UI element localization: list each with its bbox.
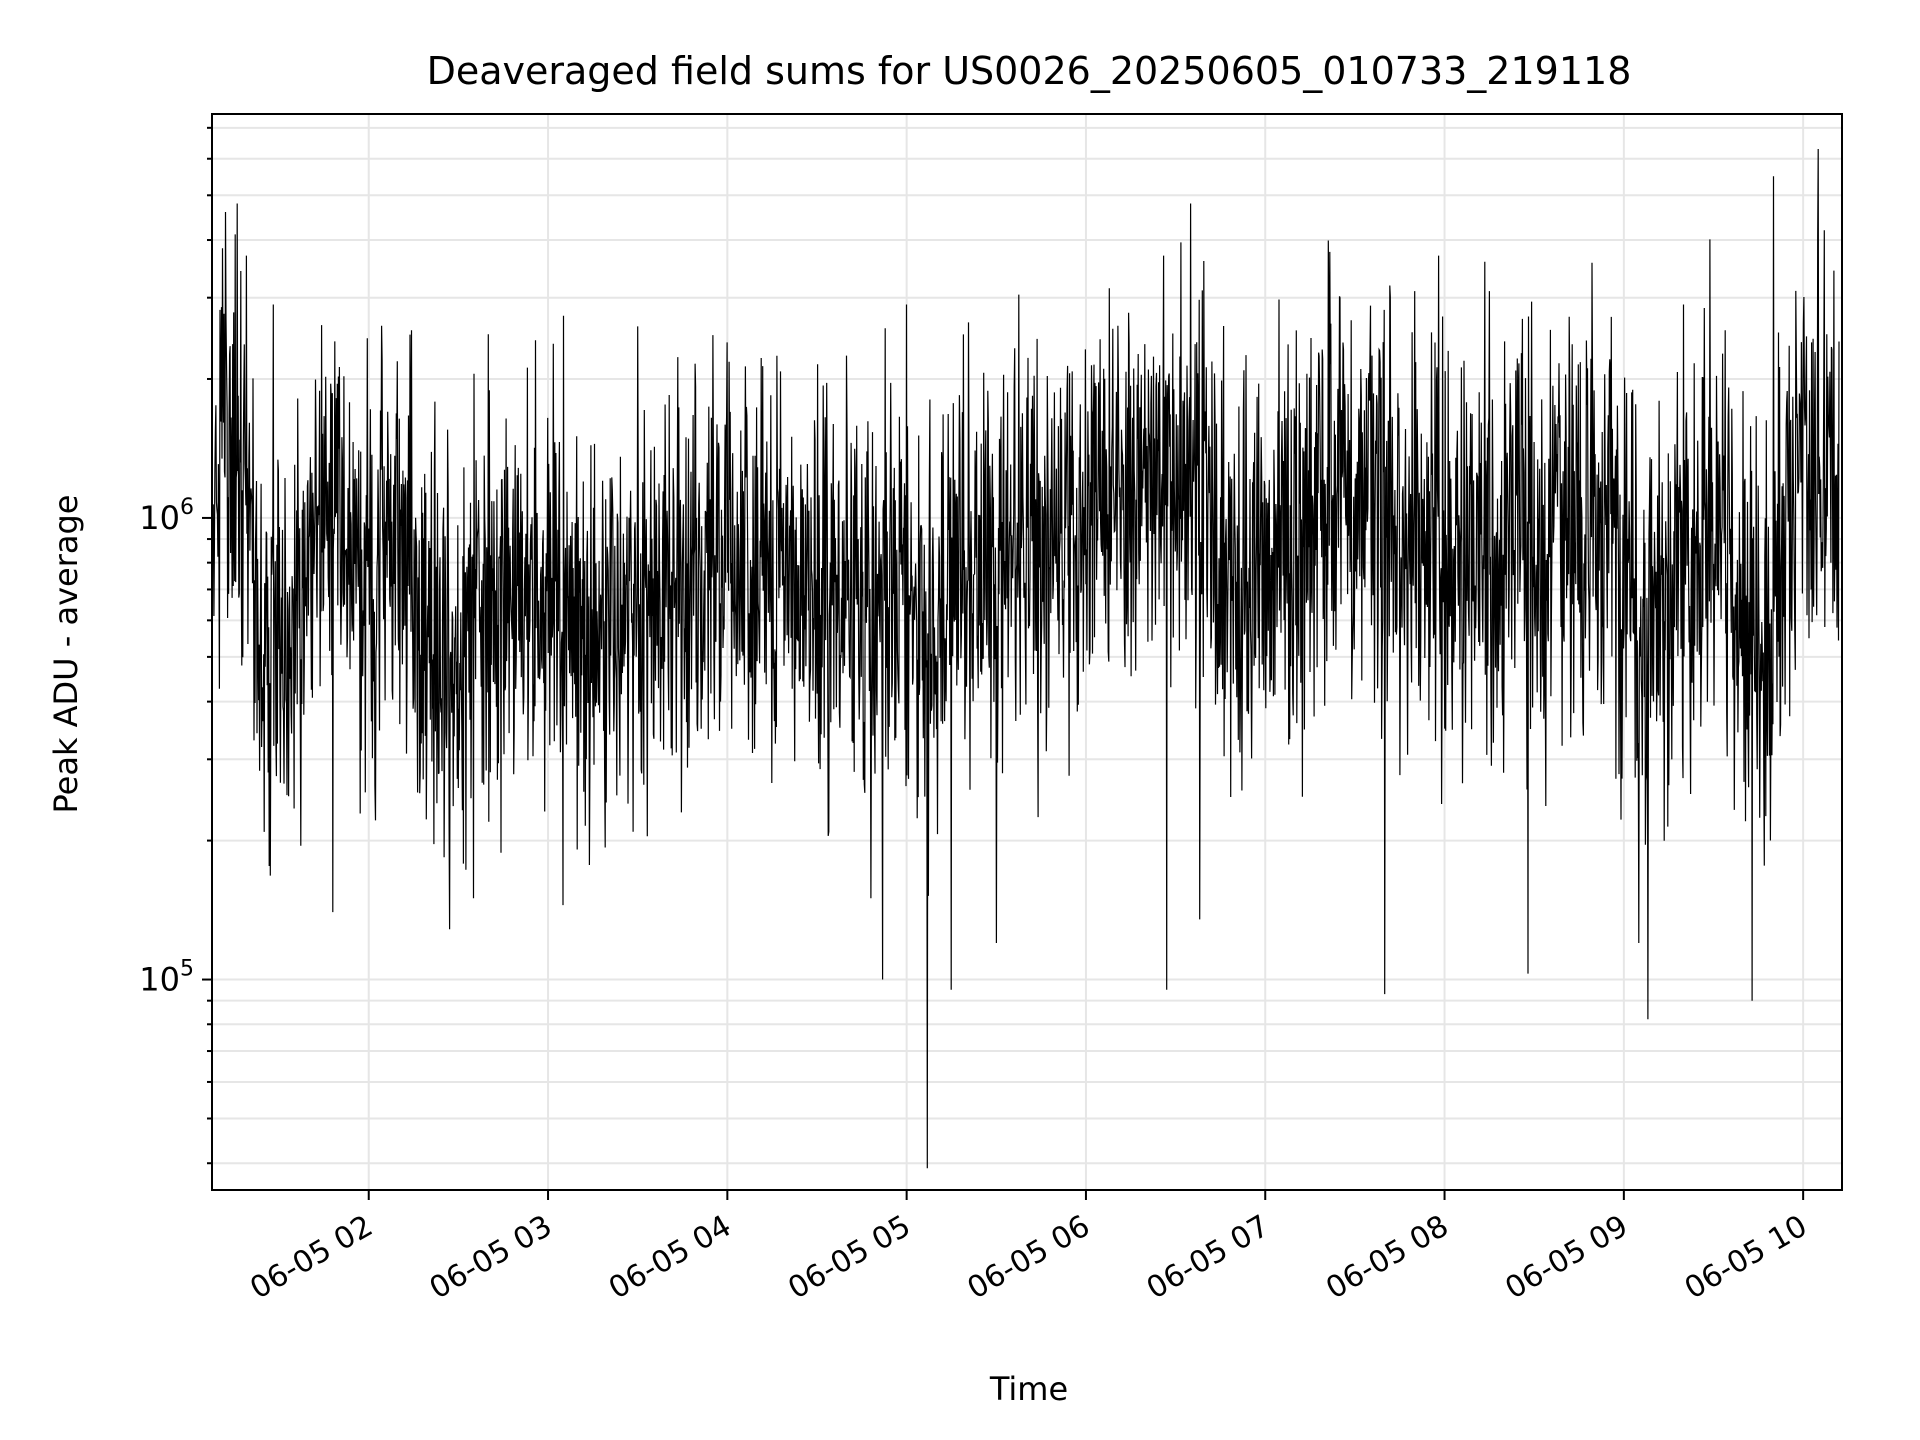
y-tick-label: 106 bbox=[139, 495, 194, 537]
y-axis-label: Peak ADU - average bbox=[47, 495, 85, 814]
y-tick-label: 105 bbox=[139, 957, 194, 999]
series-line bbox=[212, 148, 1840, 1169]
x-axis-label: Time bbox=[989, 1370, 1068, 1408]
plot-frame bbox=[211, 113, 1843, 1191]
chart-title: Deaveraged field sums for US0026_2025060… bbox=[427, 49, 1632, 93]
data-series bbox=[212, 148, 1840, 1169]
y-axis-ticks: 105 106 bbox=[139, 126, 212, 1165]
